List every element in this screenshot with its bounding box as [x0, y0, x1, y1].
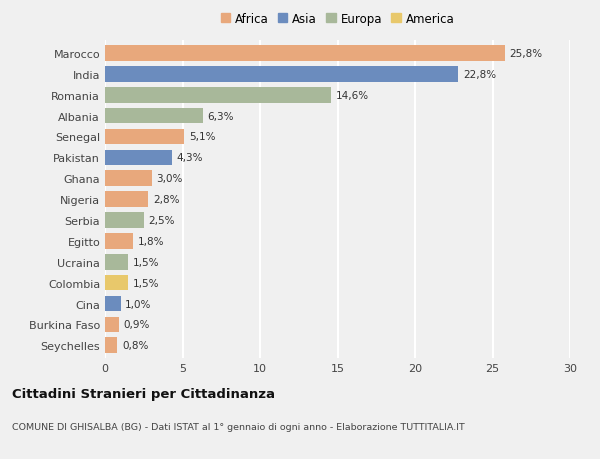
Bar — [105, 338, 118, 353]
Bar — [105, 317, 119, 332]
Text: 1,5%: 1,5% — [133, 257, 160, 267]
Bar — [105, 192, 148, 207]
Text: 1,0%: 1,0% — [125, 299, 152, 309]
Bar — [105, 234, 133, 249]
Text: 0,9%: 0,9% — [124, 319, 150, 330]
Bar — [105, 46, 505, 62]
Bar — [105, 129, 184, 145]
Text: 6,3%: 6,3% — [208, 112, 234, 121]
Text: 14,6%: 14,6% — [336, 90, 369, 101]
Text: 5,1%: 5,1% — [188, 132, 215, 142]
Text: 1,5%: 1,5% — [133, 278, 160, 288]
Bar — [105, 88, 331, 103]
Bar — [105, 150, 172, 166]
Bar — [105, 213, 144, 228]
Text: 1,8%: 1,8% — [137, 236, 164, 246]
Text: 2,5%: 2,5% — [148, 216, 175, 225]
Text: 2,8%: 2,8% — [153, 195, 179, 205]
Text: Cittadini Stranieri per Cittadinanza: Cittadini Stranieri per Cittadinanza — [12, 387, 275, 400]
Bar — [105, 254, 128, 270]
Text: 22,8%: 22,8% — [463, 70, 496, 80]
Text: 4,3%: 4,3% — [176, 153, 203, 163]
Text: COMUNE DI GHISALBA (BG) - Dati ISTAT al 1° gennaio di ogni anno - Elaborazione T: COMUNE DI GHISALBA (BG) - Dati ISTAT al … — [12, 422, 465, 431]
Bar — [105, 67, 458, 83]
Text: 3,0%: 3,0% — [156, 174, 182, 184]
Bar — [105, 108, 203, 124]
Bar — [105, 171, 151, 187]
Legend: Africa, Asia, Europa, America: Africa, Asia, Europa, America — [217, 9, 458, 29]
Bar — [105, 275, 128, 291]
Bar — [105, 296, 121, 312]
Text: 0,8%: 0,8% — [122, 341, 148, 351]
Text: 25,8%: 25,8% — [509, 49, 542, 59]
